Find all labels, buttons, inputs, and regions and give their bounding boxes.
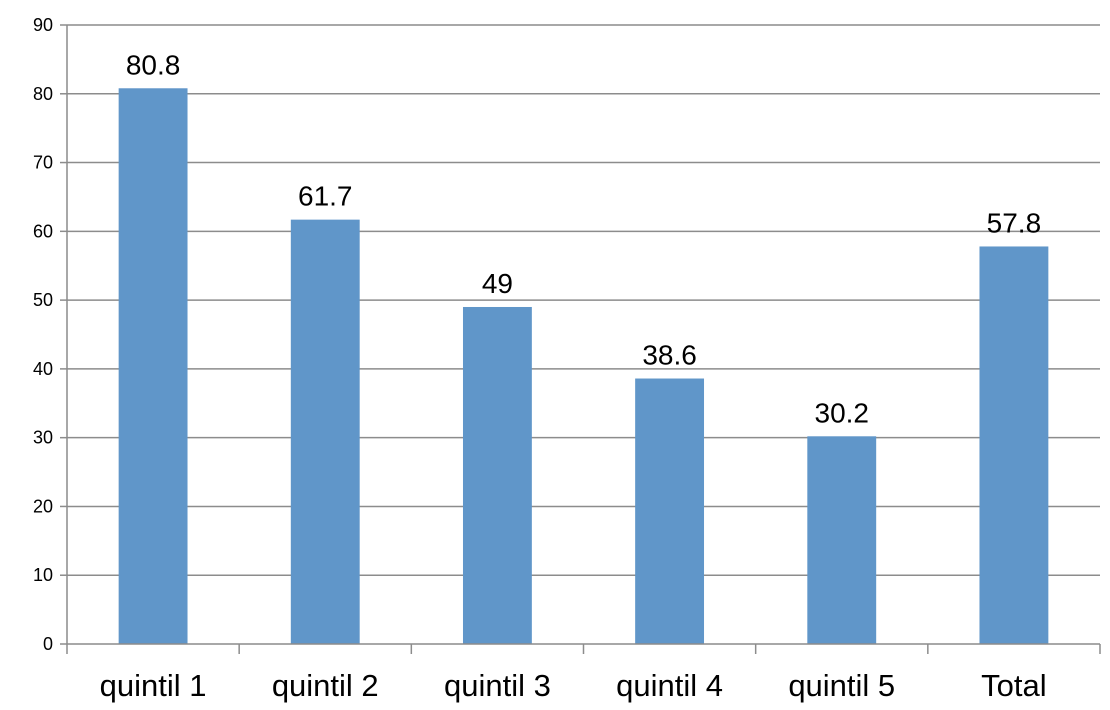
data-label: 30.2 (815, 397, 870, 428)
x-tick-label: quintil 2 (272, 668, 379, 703)
bar (979, 246, 1049, 644)
x-tick-label: quintil 1 (100, 668, 207, 703)
x-tick-label: quintil 5 (788, 668, 895, 703)
data-label: 80.8 (126, 49, 181, 80)
bar (290, 219, 360, 644)
y-tick-label: 90 (33, 15, 53, 35)
data-label: 61.7 (298, 181, 353, 212)
gridlines (67, 24, 1100, 576)
x-tick-label: quintil 3 (444, 668, 551, 703)
bar (635, 378, 705, 644)
data-label: 57.8 (987, 207, 1042, 238)
y-tick-label: 60 (33, 221, 53, 241)
y-tick-label: 30 (33, 428, 53, 448)
axes (60, 24, 1101, 654)
y-tick-label: 50 (33, 290, 53, 310)
y-tick-label: 80 (33, 84, 53, 104)
y-tick-label: 10 (33, 565, 53, 585)
data-label: 38.6 (642, 340, 697, 371)
bars (118, 88, 1049, 644)
bar (462, 306, 532, 644)
labels: 0 10 20 30 40 50 60 70 80 90 80.8 quintil 1 61.7 quin… (33, 15, 1047, 703)
y-tick-label: 0 (43, 634, 53, 654)
bar (807, 436, 877, 644)
bar (118, 88, 188, 644)
y-tick-label: 20 (33, 496, 53, 516)
x-tick-label: quintil 4 (616, 668, 723, 703)
data-label: 49 (482, 268, 513, 299)
y-tick-label: 70 (33, 153, 53, 173)
y-tick-label: 40 (33, 359, 53, 379)
x-tick-label: Total (981, 668, 1046, 703)
